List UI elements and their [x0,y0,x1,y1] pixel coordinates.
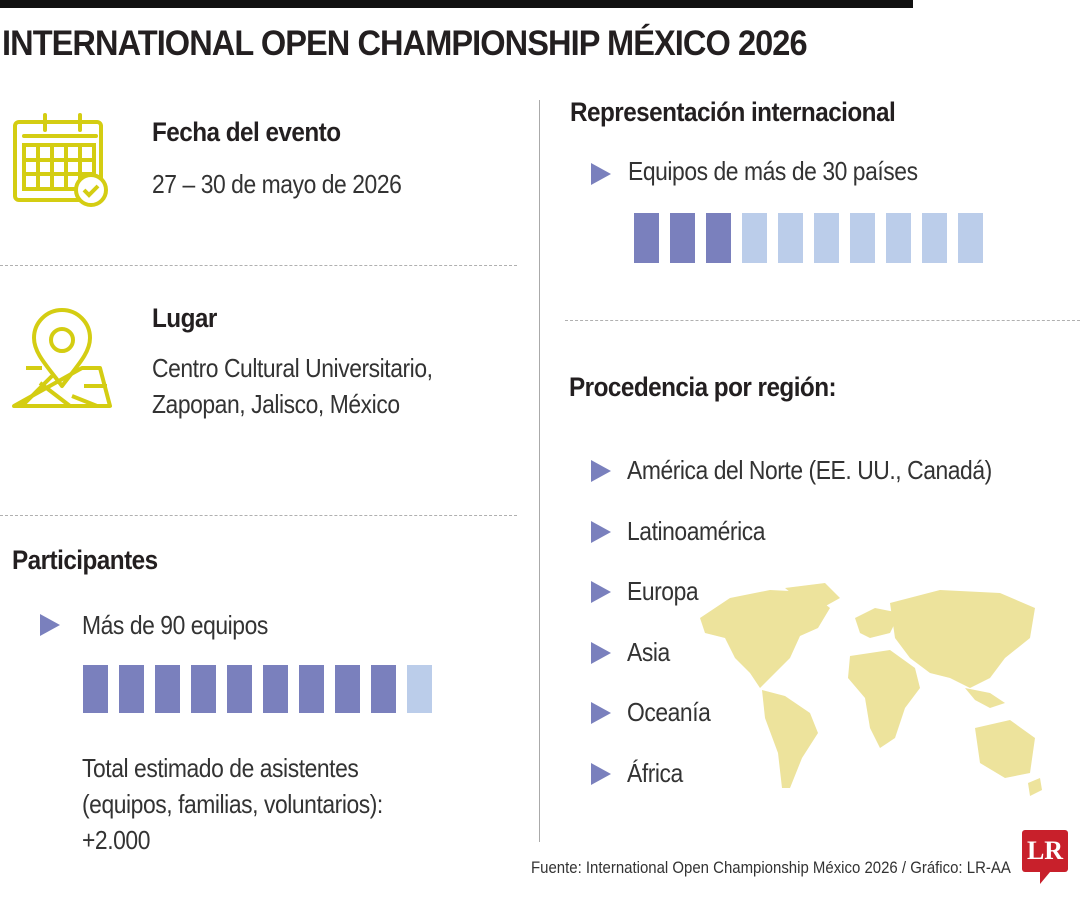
bullet-triangle-icon [591,702,611,724]
filled-square [155,665,180,713]
map-pin-icon [12,308,112,408]
lr-logo: LR [1022,830,1068,884]
region-item: Oceanía [627,697,711,727]
filled-square [263,665,288,713]
empty-square [814,213,839,263]
bullet-triangle-icon [591,762,611,785]
participantes-heading: Participantes [12,545,158,575]
filled-square [670,213,695,263]
filled-square [191,665,216,713]
filled-square [634,213,659,263]
total-value: +2.000 [82,825,150,855]
total-line-1: Total estimado de asistentes [82,753,359,783]
empty-square [742,213,767,263]
bullet-triangle-icon [591,163,611,185]
filled-square [227,665,252,713]
empty-square [778,213,803,263]
region-item: Asia [627,636,670,667]
calendar-check-icon [13,113,108,207]
equipos-pictogram [83,665,443,713]
filled-square [371,665,396,713]
representacion-bullet: Equipos de más de 30 países [628,156,918,186]
fecha-value: 27 – 30 de mayo de 2026 [152,169,402,199]
lugar-line-1: Centro Cultural Universitario, [152,353,433,383]
top-rule [0,0,913,8]
fecha-heading: Fecha del evento [152,117,341,147]
total-line-2: (equipos, familias, voluntarios): [82,789,383,819]
page-title: INTERNATIONAL OPEN CHAMPIONSHIP MÉXICO 2… [2,24,808,63]
divider [0,515,517,516]
filled-square [299,665,324,713]
empty-square [407,665,432,713]
region-item: Europa [627,576,699,606]
representacion-heading: Representación internacional [570,97,896,127]
column-divider [539,100,540,842]
procedencia-heading: Procedencia por región: [569,372,837,402]
filled-square [119,665,144,713]
filled-square [706,213,731,263]
region-item: Latinoamérica [627,515,765,546]
region-item: África [627,757,683,788]
participantes-bullet: Más de 90 equipos [82,610,268,640]
paises-pictogram [634,213,994,263]
world-map-icon [700,583,1042,796]
lugar-line-2: Zapopan, Jalisco, México [152,389,400,419]
empty-square [850,213,875,263]
bullet-triangle-icon [591,641,611,664]
divider [565,320,1080,321]
region-item: América del Norte (EE. UU., Canadá) [627,455,992,485]
source-credit: Fuente: International Open Championship … [531,858,1011,877]
bullet-triangle-icon [591,581,611,603]
empty-square [958,213,983,263]
empty-square [886,213,911,263]
divider [0,265,517,266]
empty-square [922,213,947,263]
bullet-triangle-icon [591,520,611,543]
bullet-triangle-icon [591,460,611,482]
filled-square [83,665,108,713]
lugar-heading: Lugar [152,303,217,333]
bullet-triangle-icon [40,614,60,636]
filled-square [335,665,360,713]
